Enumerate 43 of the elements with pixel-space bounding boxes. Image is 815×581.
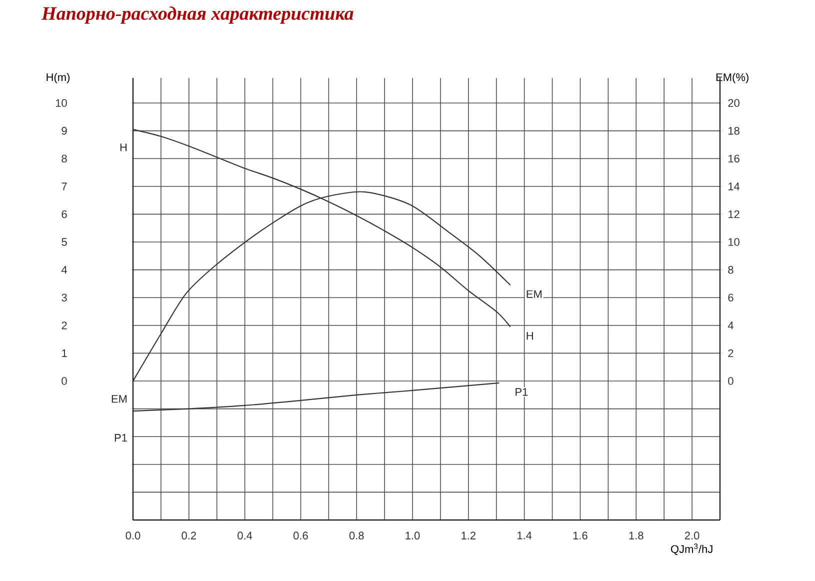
y-axis-title: H(m) [46, 73, 70, 84]
y-tick-label: 2 [62, 322, 67, 330]
y2-tick-label: 12 [728, 210, 740, 218]
chart-title: Напорно-расходная характеристика [41, 6, 354, 24]
x-tick-label: 0.4 [238, 532, 252, 540]
y2-tick-label: 18 [728, 126, 740, 135]
y2-tick-label: 6 [728, 294, 734, 302]
series-label: EM [526, 290, 542, 298]
y2-tick-label: 8 [728, 266, 734, 274]
y2-tick-label: 14 [728, 182, 740, 190]
y2-tick-label: 10 [728, 238, 740, 246]
x-axis-title: QJm$^{3}$/hJ [670, 544, 712, 555]
y2-tick-label: 2 [728, 349, 734, 358]
y-tick-label: 6 [62, 210, 67, 218]
x-tick-label: 0.6 [293, 532, 308, 540]
y-tick-label: 5 [62, 238, 67, 246]
x-tick-label: 0.2 [182, 532, 196, 540]
y-tick-label: 7 [62, 182, 67, 190]
y-tick-label: 4 [61, 266, 68, 274]
x-tick-label: 1.6 [573, 532, 588, 540]
x-tick-label: 1.4 [518, 532, 532, 540]
y-tick-label: 0 [62, 377, 67, 385]
x-tick-label: 0.0 [126, 532, 140, 540]
y2-tick-label: 0 [728, 377, 734, 385]
y2-tick-label: 20 [728, 99, 740, 107]
series-label: H [526, 332, 533, 340]
y-tick-label: 10 [56, 99, 67, 107]
x-tick-label: 0.8 [349, 532, 364, 540]
y2-tick-label: 4 [728, 322, 734, 330]
series-label: P1 [516, 388, 528, 396]
x-tick-label: 1.2 [462, 532, 476, 540]
x-tick-label: 1.0 [406, 532, 420, 540]
y-tick-label: 9 [62, 126, 67, 135]
x-tick-label: 2.0 [684, 532, 700, 540]
text: H [120, 144, 127, 152]
y-tick-label: 3 [62, 294, 67, 302]
text: P1 [114, 434, 127, 442]
x-tick-label: 1.8 [629, 532, 644, 540]
y-tick-label: 8 [62, 154, 67, 163]
y-tick-label: 1 [62, 349, 67, 357]
y2-axis-title: EM(%) [716, 73, 748, 84]
text: EM [112, 395, 127, 403]
y2-tick-label: 16 [728, 154, 740, 163]
